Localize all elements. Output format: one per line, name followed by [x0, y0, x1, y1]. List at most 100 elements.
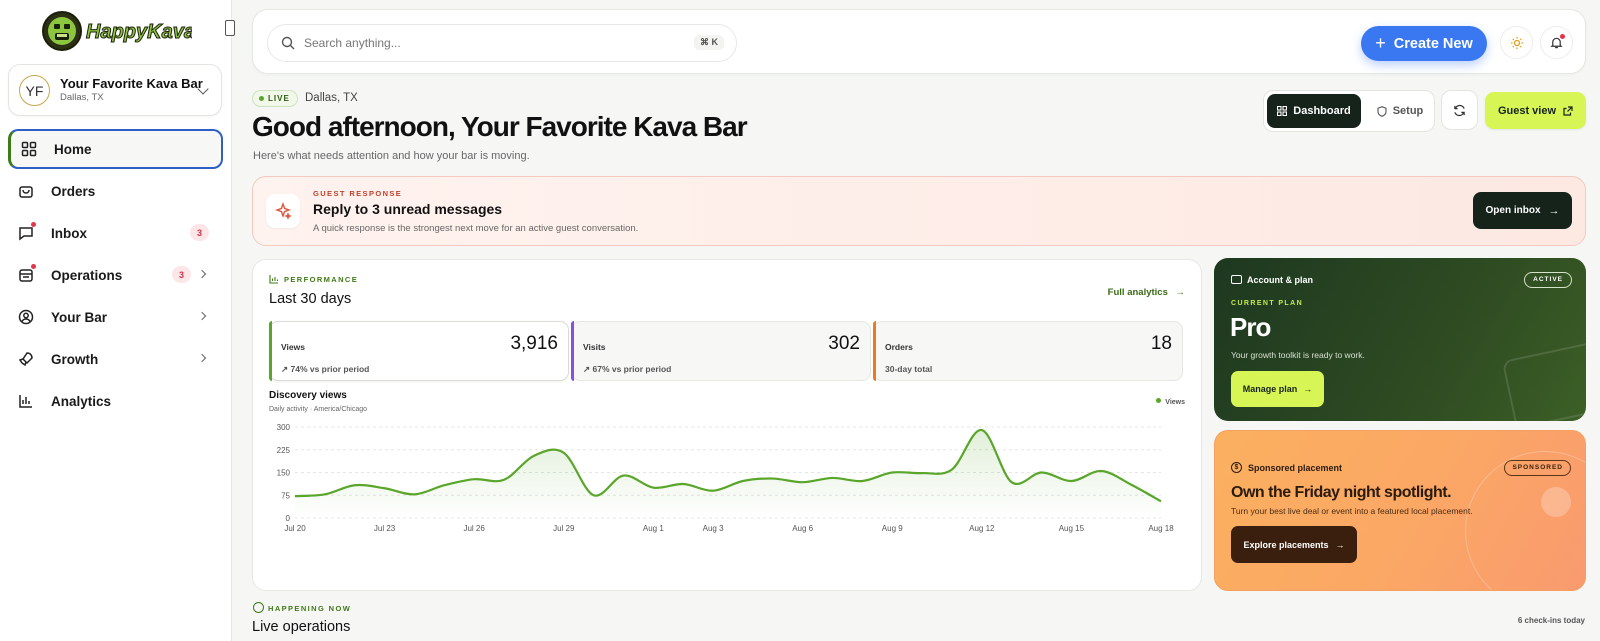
stat-label: Visits	[583, 342, 606, 352]
create-new-label: Create New	[1393, 35, 1473, 52]
dollar-icon: $	[1231, 462, 1242, 473]
inbox-count-badge: 3	[190, 224, 209, 241]
tab-dashboard-label: Dashboard	[1293, 105, 1351, 117]
manage-plan-button[interactable]: Manage plan →	[1231, 371, 1324, 407]
nav-label-orders: Orders	[51, 183, 96, 199]
x-tick-label: Jul 23	[374, 524, 396, 533]
decorative-circle	[1541, 487, 1571, 517]
tab-setup[interactable]: Setup	[1368, 94, 1432, 128]
y-tick-label: 75	[281, 491, 290, 500]
stat-card-orders[interactable]: Orders 18 30-day total	[873, 321, 1183, 381]
dashboard-icon	[1277, 106, 1288, 116]
y-tick-label: 0	[286, 514, 291, 523]
search-input[interactable]: Search anything... ⌘ K	[267, 24, 737, 62]
manage-plan-label: Manage plan	[1242, 384, 1298, 394]
plus-icon: +	[1375, 33, 1386, 53]
nav-label-analytics: Analytics	[51, 393, 112, 409]
notification-dot	[1560, 34, 1565, 39]
plan-heading: Account & plan	[1247, 275, 1314, 285]
search-icon	[281, 36, 295, 50]
chart-area	[295, 429, 1161, 518]
performance-eyebrow: PERFORMANCE	[284, 275, 359, 284]
alert-description: A quick response is the strongest next m…	[313, 223, 639, 234]
page-title: Good afternoon, Your Favorite Kava Bar	[252, 111, 748, 142]
nav-item-your-bar[interactable]: Your Bar	[8, 297, 223, 337]
account-plan-card: Account & plan ACTIVE CURRENT PLAN Pro Y…	[1214, 258, 1586, 421]
message-icon	[18, 222, 36, 241]
arrow-right-icon: →	[1548, 204, 1560, 217]
theme-toggle-button[interactable]	[1500, 26, 1533, 59]
bar-location: Dallas, TX	[60, 92, 104, 103]
page-subtitle: Here's what needs attention and how your…	[253, 150, 530, 162]
stat-card-views[interactable]: Views 3,916 ↗ 74% vs prior period	[269, 321, 569, 381]
bar-selector[interactable]: YF Your Favorite Kava Bar Dallas, TX	[8, 64, 222, 116]
full-analytics-link[interactable]: Full analytics →	[1108, 287, 1185, 298]
stat-value: 302	[828, 333, 860, 354]
x-tick-label: Aug 3	[703, 524, 724, 533]
chevron-right-icon	[197, 353, 207, 363]
stat-accent-bar	[269, 321, 272, 381]
nav-item-analytics[interactable]: Analytics	[8, 381, 223, 421]
plan-name: Pro	[1230, 312, 1271, 342]
nav-item-home[interactable]: Home	[8, 129, 223, 169]
nav-label-operations: Operations	[51, 267, 123, 283]
y-tick-label: 300	[277, 423, 291, 432]
plan-status-badge: ACTIVE	[1524, 272, 1572, 288]
chart-line-views	[294, 428, 1162, 503]
stat-accent-bar	[571, 321, 574, 381]
sidebar: HappyKava YF Your Favorite Kava Bar Dall…	[0, 0, 235, 641]
create-new-button[interactable]: + Create New	[1361, 26, 1487, 61]
collapse-sidebar-icon[interactable]	[225, 20, 235, 36]
explore-placements-button[interactable]: Explore placements →	[1231, 526, 1357, 563]
credit-card-icon	[1231, 275, 1242, 284]
x-tick-label: Aug 18	[1148, 524, 1174, 533]
operations-count-badge: 3	[172, 266, 191, 283]
happykava-logo[interactable]: HappyKava	[42, 9, 195, 53]
nav-label-your-bar: Your Bar	[51, 309, 108, 325]
stat-label: Orders	[885, 342, 913, 352]
stat-trend: ↗ 67% vs prior period	[583, 364, 671, 375]
nav-item-orders[interactable]: Orders	[8, 171, 223, 211]
svg-text:HappyKava: HappyKava	[86, 21, 192, 43]
sun-icon	[1510, 36, 1523, 49]
trend-up-icon: ↗	[281, 364, 291, 374]
user-circle-icon	[18, 309, 34, 325]
tab-setup-label: Setup	[1392, 105, 1424, 117]
sponsored-placement-card: $ Sponsored placement SPONSORED Own the …	[1214, 430, 1586, 591]
full-analytics-label: Full analytics	[1107, 287, 1168, 298]
refresh-button[interactable]	[1441, 90, 1478, 130]
sponsored-heading: Sponsored placement	[1248, 463, 1343, 473]
arrow-right-icon: →	[1175, 287, 1186, 298]
chart-legend: Views	[1156, 398, 1185, 406]
y-tick-label: 225	[277, 446, 291, 455]
guest-view-label: Guest view	[1497, 104, 1557, 117]
x-tick-label: Jul 20	[284, 524, 306, 533]
keyboard-shortcut: ⌘ K	[694, 35, 724, 50]
search-placeholder: Search anything...	[304, 36, 401, 50]
nav-label-home: Home	[54, 141, 92, 157]
clock-icon	[253, 602, 264, 613]
stat-trend: ↗ 74% vs prior period	[281, 364, 369, 375]
bar-name: Your Favorite Kava Bar	[60, 76, 203, 91]
nav-item-inbox[interactable]: Inbox 3	[8, 213, 223, 253]
nav-item-operations[interactable]: Operations 3	[8, 255, 223, 295]
notifications-button[interactable]	[1540, 26, 1573, 59]
rocket-icon	[18, 351, 34, 367]
live-operations-title: Live operations	[252, 619, 351, 635]
sponsored-description: Turn your best live deal or event into a…	[1231, 506, 1473, 516]
x-tick-label: Jul 29	[553, 524, 575, 533]
stat-value: 18	[1150, 333, 1172, 354]
view-switcher: Dashboard Setup	[1263, 90, 1435, 132]
alert-dot	[31, 264, 36, 269]
nav-label-growth: Growth	[51, 351, 99, 367]
open-inbox-button[interactable]: Open inbox →	[1473, 192, 1572, 229]
shield-icon	[1377, 105, 1387, 117]
nav-item-growth[interactable]: Growth	[8, 339, 223, 379]
unread-dot	[31, 222, 36, 227]
card-illustration	[1501, 340, 1586, 421]
stat-trend-text: 67% vs prior period	[592, 364, 672, 374]
stat-card-visits[interactable]: Visits 302 ↗ 67% vs prior period	[571, 321, 871, 381]
tab-dashboard[interactable]: Dashboard	[1267, 94, 1361, 128]
guest-view-button[interactable]: Guest view	[1485, 92, 1586, 129]
clipboard-icon	[18, 264, 36, 283]
